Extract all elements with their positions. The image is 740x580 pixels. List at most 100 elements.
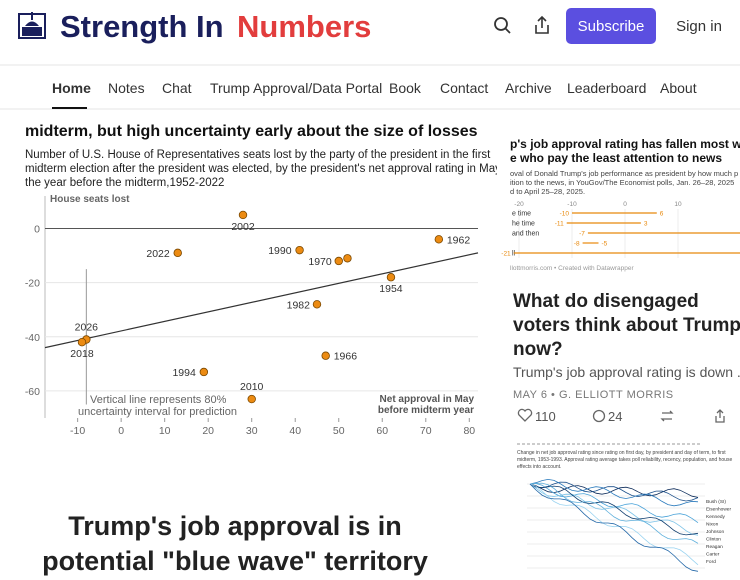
thumb2-legend: Ford: [706, 559, 716, 565]
data-point: [312, 300, 322, 309]
point-label: 2002: [231, 221, 255, 233]
thumb2-subtitle: effects into account.: [517, 464, 561, 470]
post-headline[interactable]: Trump's job approval is in: [68, 511, 401, 541]
y-tick-label: 0: [34, 223, 40, 235]
search-icon[interactable]: [494, 17, 511, 34]
thumbnail[interactable]: [497, 125, 740, 280]
like-icon[interactable]: [517, 408, 533, 422]
thumb2-line: [529, 483, 699, 536]
thumb-row-label: e time: [512, 211, 531, 218]
thumb2-line: [529, 482, 699, 544]
post-headline[interactable]: potential "blue wave" territory: [42, 546, 428, 576]
thumb-tick: 10: [674, 201, 682, 208]
thumb-subtitle: oval of Donald Trump's job performance a…: [510, 169, 738, 178]
thumb2-legend: Johnson: [706, 529, 724, 535]
thumb2-legend: Nixon: [706, 522, 719, 528]
comment-icon[interactable]: [592, 409, 606, 423]
x-axis-label: Net approval in May: [380, 394, 475, 405]
x-tick-label: 20: [202, 425, 214, 437]
thumb2-legend: Carter: [706, 552, 720, 558]
share-icon[interactable]: [715, 409, 725, 423]
thumb-start: -10: [560, 211, 570, 218]
thumb2-subtitle: Change in net job approval rating since …: [517, 450, 726, 456]
data-point: [199, 367, 209, 377]
y-tick-label: -60: [25, 386, 40, 398]
subscribe-label[interactable]: Subscribe: [578, 18, 645, 35]
nav-link[interactable]: Book: [389, 80, 422, 96]
restack-icon[interactable]: [660, 410, 674, 422]
share-icon[interactable]: [535, 15, 549, 34]
thumb2-line: [529, 483, 699, 536]
thumb-end: 6: [660, 211, 664, 218]
data-point: [434, 235, 444, 244]
thumb2-legend: Bush (SI): [706, 499, 726, 505]
thumb-row-label: he time: [512, 221, 535, 228]
card-title[interactable]: now?: [513, 339, 563, 360]
title-clip: midterm, but high uncertainty early abou…: [25, 123, 478, 140]
thumb2-subtitle: midterm, 1953-1993. Approval rating aver…: [517, 457, 732, 463]
data-point: [173, 248, 182, 258]
point-label: 2018: [70, 348, 94, 360]
thumb-tick: -20: [514, 201, 524, 208]
thumb2-line: [529, 483, 699, 566]
nav-link[interactable]: Leaderboard: [567, 80, 646, 96]
thumb-credit: llottmorris.com • Created with Datawrapp…: [510, 265, 634, 272]
x-tick-label: 60: [376, 425, 388, 437]
nav-link[interactable]: Chat: [162, 80, 192, 96]
thumb-row-label: and then: [512, 231, 539, 238]
annotation: uncertainty interval for prediction: [78, 406, 237, 418]
nav-link[interactable]: About: [660, 80, 697, 96]
thumb-subtitle: ition to the news, in YouGov/The Economi…: [510, 178, 734, 187]
site-title-accent[interactable]: Numbers: [237, 9, 371, 44]
x-tick-label: 30: [246, 425, 258, 437]
like-count: 110: [535, 409, 556, 424]
point-label: 1962: [447, 234, 471, 246]
y-tick-label: -40: [25, 332, 40, 344]
card-title[interactable]: voters think about Trump: [513, 315, 740, 336]
point-label: 1982: [287, 299, 311, 311]
subscribe-button[interactable]: [566, 8, 656, 44]
logo-icon: [18, 12, 46, 39]
site-title[interactable]: Strength In: [60, 9, 224, 44]
comment-count: 24: [608, 409, 622, 424]
x-tick-label: 40: [289, 425, 301, 437]
data-point: [386, 273, 396, 282]
thumb-subtitle: d to April 25–28, 2025.: [510, 187, 585, 196]
nav-link[interactable]: Archive: [505, 80, 552, 96]
x-tick-label: 50: [333, 425, 345, 437]
x-tick-label: 70: [420, 425, 432, 437]
thumb-start: -21: [501, 251, 511, 258]
nav-link[interactable]: Trump Approval/Data Portal: [210, 80, 382, 96]
nav-link[interactable]: Notes: [108, 80, 145, 96]
thumb-title: p's job approval rating has fallen most …: [510, 137, 740, 151]
thumb-tick: -10: [567, 201, 577, 208]
chart-subtitle: the year before the midterm,1952-2022: [25, 177, 224, 189]
annotation: Vertical line represents 80%: [90, 394, 227, 406]
x-tick-label: 0: [118, 425, 124, 437]
point-label: 2022: [146, 248, 170, 260]
data-point: [295, 245, 304, 255]
nav-link[interactable]: Home: [52, 80, 91, 96]
chart-subtitle: Number of U.S. House of Representatives …: [25, 149, 491, 161]
nav-link[interactable]: Contact: [440, 80, 488, 96]
data-point: [238, 210, 248, 220]
thumb2-legend: Reagan: [706, 544, 723, 550]
data-point: [247, 394, 256, 404]
thumb-title: e who pay the least attention to news: [510, 151, 722, 165]
thumb2-legend: Eisenhower: [706, 507, 731, 513]
thumb-row-label: ll: [512, 251, 516, 258]
sign-in[interactable]: Sign in: [676, 18, 722, 35]
y-axis-label: House seats lost: [50, 194, 130, 205]
point-label: 1994: [172, 367, 196, 379]
thumb-tick: 0: [623, 201, 627, 208]
data-point: [77, 337, 87, 347]
point-label: 1966: [334, 351, 358, 363]
card-snippet: Trump's job approval rating is down ...: [513, 364, 740, 380]
point-label: 2026: [75, 321, 99, 333]
card-title[interactable]: What do disengaged: [513, 291, 699, 312]
data-point: [343, 254, 352, 263]
thumb-start: -8: [574, 241, 580, 248]
chart-subtitle: midterm election after the president was…: [25, 163, 514, 175]
point-label: 1970: [308, 256, 332, 268]
trend-line: [44, 252, 479, 349]
